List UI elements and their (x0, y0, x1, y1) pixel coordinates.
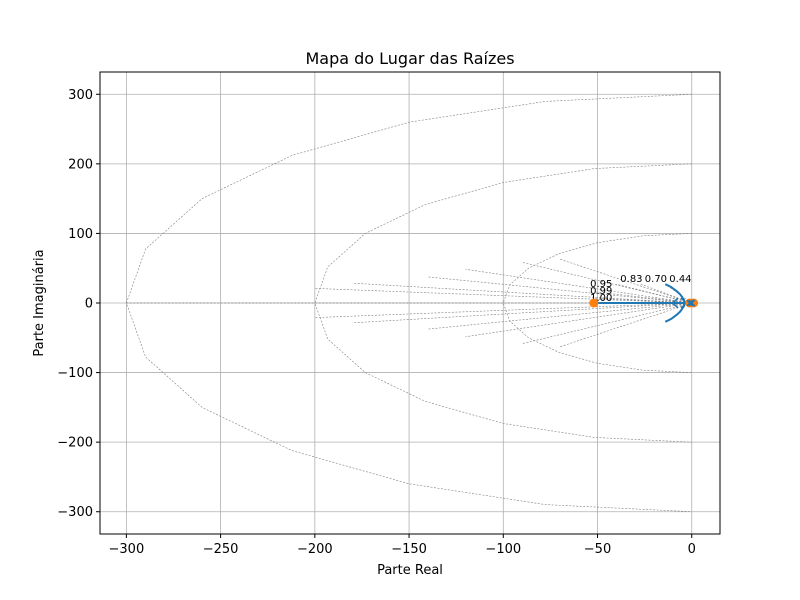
locus-arrow (671, 297, 679, 309)
x-tick-label: −50 (584, 542, 611, 557)
x-tick-label: −300 (109, 542, 145, 557)
zeta-ray (465, 268, 692, 304)
pole-markers (589, 298, 699, 308)
zeta-label: 0.44 (669, 274, 691, 285)
zeta-ray (465, 302, 692, 338)
x-tick-label: −100 (485, 542, 521, 557)
y-tick-label: −300 (57, 505, 93, 520)
y-tick-label: −100 (57, 366, 93, 381)
x-tick-label: −250 (203, 542, 239, 557)
x-axis-label: Parte Real (377, 563, 443, 578)
pole-marker (589, 298, 599, 308)
zeta-label: 0.99 (590, 286, 612, 297)
zeta-label: 0.95 (590, 279, 612, 290)
zeta-ray (559, 258, 692, 304)
pole-x-marker (688, 299, 696, 307)
locus-series (593, 283, 692, 323)
zeta-ray (427, 276, 692, 304)
wn-circle (502, 233, 692, 373)
zeta-label: 0.83 (620, 274, 642, 285)
zeta-ray (522, 302, 692, 344)
zeta-label: 1.00 (590, 293, 612, 304)
x-tick-label: −150 (391, 542, 427, 557)
y-tick-label: 200 (68, 157, 93, 172)
wn-circle (314, 163, 692, 443)
zeta-ray (352, 302, 692, 324)
zeta-label: 0.70 (645, 274, 667, 285)
x-tick-label: −200 (297, 542, 333, 557)
zeta-ray (427, 302, 692, 330)
zeta-ray (352, 282, 692, 304)
pole-x-marker (686, 299, 694, 307)
chart-title: Mapa do Lugar das Raízes (305, 49, 514, 68)
x-tick-label: 0 (688, 542, 696, 557)
zeta-ray-near (616, 283, 692, 304)
y-tick-label: −200 (57, 436, 93, 451)
zeta-ray-near (593, 297, 692, 304)
y-axis-label: Parte Imaginária (32, 249, 47, 356)
y-tick-label: 0 (85, 297, 93, 312)
y-tick-label: 300 (68, 88, 93, 103)
zeta-ray-near (595, 291, 692, 304)
y-tick-label: 100 (68, 227, 93, 242)
axis-ticks: −300 −250 −200 −150 −100 −50 0 −300 −200 −100 0 100… (57, 88, 696, 557)
zeta-ray (559, 302, 692, 348)
damping-grid: 0.440.700.83 0.950.991.00 (126, 94, 692, 512)
